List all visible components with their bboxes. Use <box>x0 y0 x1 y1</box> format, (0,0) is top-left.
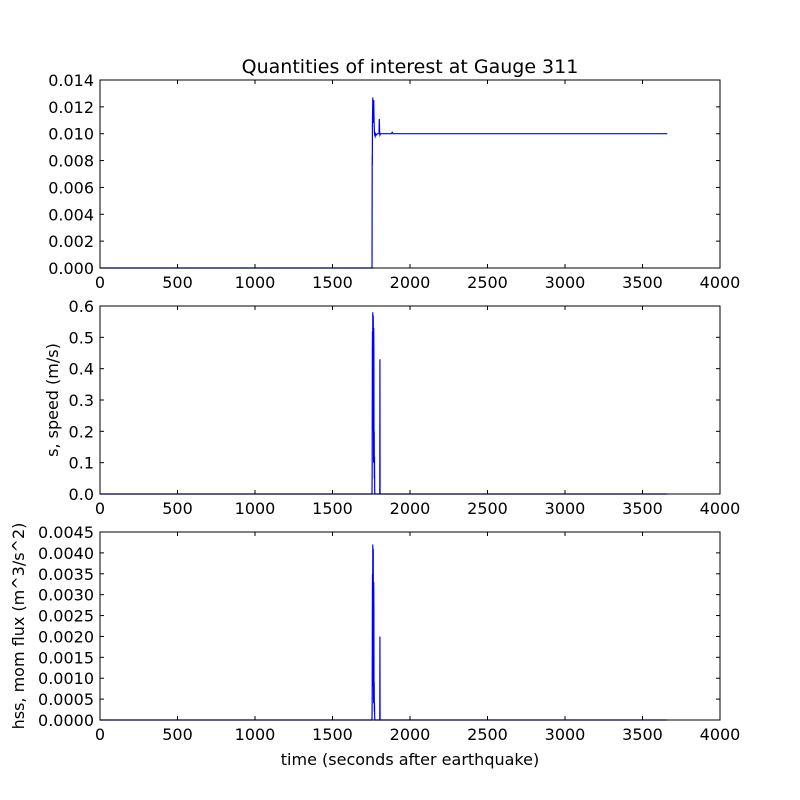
y-tick-label: 0.0015 <box>38 648 94 667</box>
x-tick-label: 0 <box>95 725 105 744</box>
y-tick-label: 0.0000 <box>38 711 94 730</box>
x-tick-label: 2500 <box>467 725 508 744</box>
x-tick-label: 3500 <box>622 725 663 744</box>
x-tick-label: 0 <box>95 499 105 518</box>
y-tick-label: 0.1 <box>69 454 94 473</box>
x-tick-label: 2500 <box>467 273 508 292</box>
subplot-3: 0 500 1000 1500 2000 2500 3000 3500 4000 0.0000 0.… <box>9 523 740 769</box>
x-tick-label: 1500 <box>312 273 353 292</box>
x-tick-label: 3500 <box>622 273 663 292</box>
y-tick-label: 0.4 <box>69 360 94 379</box>
x-tick-label: 500 <box>162 725 193 744</box>
x-tick-label: 2000 <box>390 499 431 518</box>
x-tick-label: 4000 <box>700 725 741 744</box>
y-tick-label: 0.0 <box>69 485 94 504</box>
x-tick-label: 1000 <box>235 273 276 292</box>
y-tick-label: 0.3 <box>69 391 94 410</box>
x-tick-label: 2000 <box>390 725 431 744</box>
y-tick-label: 0.2 <box>69 422 94 441</box>
series-line-1 <box>100 97 668 269</box>
subplots: 0 500 1000 1500 2000 2500 3000 3500 40000.0000.0… <box>9 71 740 769</box>
y-tick-label: 0.0040 <box>38 544 94 563</box>
y-tick-label: 0.0020 <box>38 627 94 646</box>
x-tick-label: 1000 <box>235 499 276 518</box>
x-tick-label: 4000 <box>700 499 741 518</box>
x-axis-label: time (seconds after earthquake) <box>281 750 539 769</box>
y-tick-label: 0.002 <box>48 232 94 251</box>
figure-title: Quantities of interest at Gauge 311 <box>242 56 579 78</box>
x-tick-label: 3500 <box>622 499 663 518</box>
subplot-1: 0 500 1000 1500 2000 2500 3000 3500 4000 0.000 0.0… <box>48 71 740 292</box>
y-axis-label: hss, mom flux (m^3/s^2) <box>9 523 28 730</box>
x-tick-label: 3000 <box>545 725 586 744</box>
x-tick-label: 4000 <box>700 273 741 292</box>
x-tick-label: 2500 <box>467 499 508 518</box>
y-tick-label: 0.010 <box>48 125 94 144</box>
y-tick-label: 0.004 <box>48 205 94 224</box>
y-tick-label: 0.0010 <box>38 669 94 688</box>
y-tick-label: 0.008 <box>48 152 94 171</box>
x-tick-label: 1000 <box>235 725 276 744</box>
y-tick-label: 0.006 <box>48 178 94 197</box>
subplot-2: 0 500 1000 1500 2000 2500 3000 3500 4000 0.0 0.1 0.… <box>43 297 740 518</box>
x-tick-label: 3000 <box>545 499 586 518</box>
y-tick-label: 0.000 <box>48 259 94 278</box>
y-tick-label: 0.6 <box>69 297 94 316</box>
x-tick-label: 0 <box>95 273 105 292</box>
y-tick-label: 0.0005 <box>38 690 94 709</box>
x-tick-label: 3000 <box>545 273 586 292</box>
y-tick-label: 0.0025 <box>38 607 94 626</box>
y-tick-label: 0.0030 <box>38 586 94 605</box>
x-tick-label: 2000 <box>390 273 431 292</box>
y-tick-label: 0.0035 <box>38 565 94 584</box>
y-tick-label: 0.012 <box>48 98 94 117</box>
x-tick-label: 1500 <box>312 499 353 518</box>
x-tick-label: 500 <box>162 273 193 292</box>
y-tick-label: 0.014 <box>48 71 94 90</box>
y-tick-label: 0.0045 <box>38 523 94 542</box>
x-tick-label: 1500 <box>312 725 353 744</box>
y-axis-label: s, speed (m/s) <box>43 343 62 457</box>
y-tick-label: 0.5 <box>69 328 94 347</box>
x-tick-label: 500 <box>162 499 193 518</box>
